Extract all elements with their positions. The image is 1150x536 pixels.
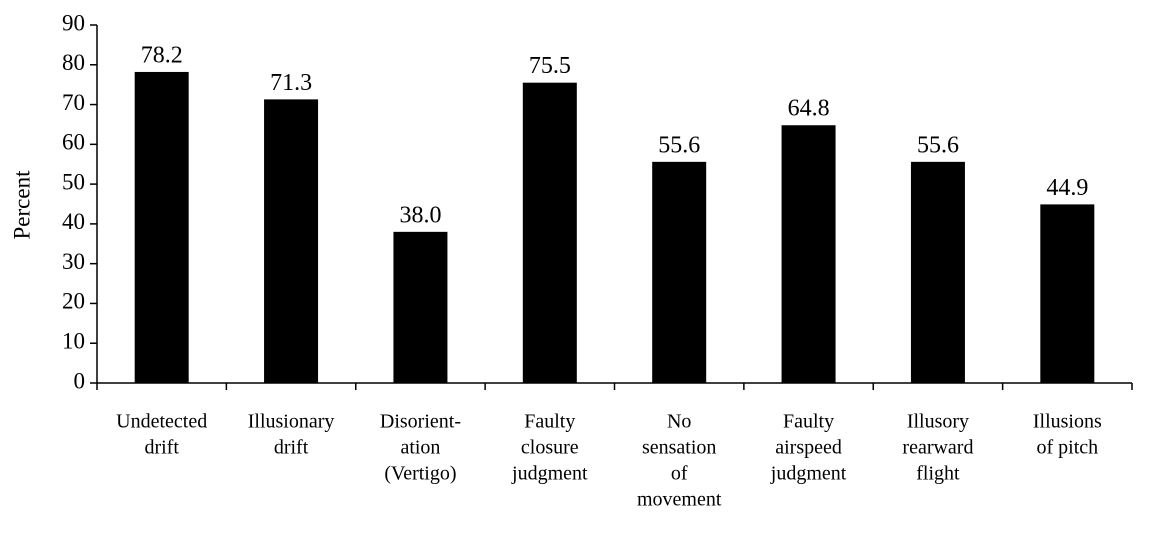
x-tick-label: judgment [511,463,588,485]
bar [393,231,448,383]
x-tick-label: judgment [770,463,847,485]
x-tick-label: ation [400,437,440,459]
y-tick-label: 0 [74,368,86,393]
x-tick-label: (Vertigo) [384,463,456,485]
value-label: 71.3 [270,70,312,96]
value-label: 64.8 [788,96,830,122]
y-tick-label: 20 [62,289,85,314]
bar [522,82,577,383]
value-label: 44.9 [1046,175,1088,201]
y-tick-label: 90 [62,10,85,35]
x-tick-label: Undetected [116,411,207,433]
x-tick-label: Faulty [524,411,575,433]
x-tick-label: No [667,411,691,433]
x-tick-label: drift [144,437,179,459]
bar [781,125,836,384]
bar [652,161,707,383]
y-tick-label: 10 [62,329,85,354]
y-tick-label: 50 [62,169,85,194]
bar [910,161,965,383]
value-label: 55.6 [658,132,700,158]
bar [134,71,189,383]
x-tick-label: drift [274,437,309,459]
x-tick-label: Faulty [783,411,834,433]
x-tick-label: Illusionary [248,411,335,433]
value-label: 38.0 [399,202,441,228]
x-tick-label: Disorient- [380,411,461,433]
x-tick-label: sensation [642,437,716,459]
value-label: 55.6 [917,132,959,158]
x-tick-label: rearward [902,437,973,459]
x-tick-label: airspeed [775,437,842,459]
x-tick-label: flight [916,463,960,485]
y-tick-label: 60 [62,130,85,155]
y-axis-label: Percent [9,170,34,240]
y-tick-label: 70 [62,90,85,115]
value-label: 78.2 [141,42,183,68]
x-tick-label: closure [521,437,579,459]
value-label: 75.5 [529,53,571,79]
x-tick-label: of [671,463,688,485]
x-tick-label: Illusory [907,411,969,433]
bar [264,99,319,383]
x-tick-label: of pitch [1036,437,1098,459]
y-tick-label: 40 [62,209,85,234]
x-tick-label: movement [637,489,722,511]
y-tick-label: 30 [62,249,85,274]
y-tick-label: 80 [62,50,85,75]
bar [1040,204,1095,383]
x-tick-label: Illusions [1033,411,1102,433]
